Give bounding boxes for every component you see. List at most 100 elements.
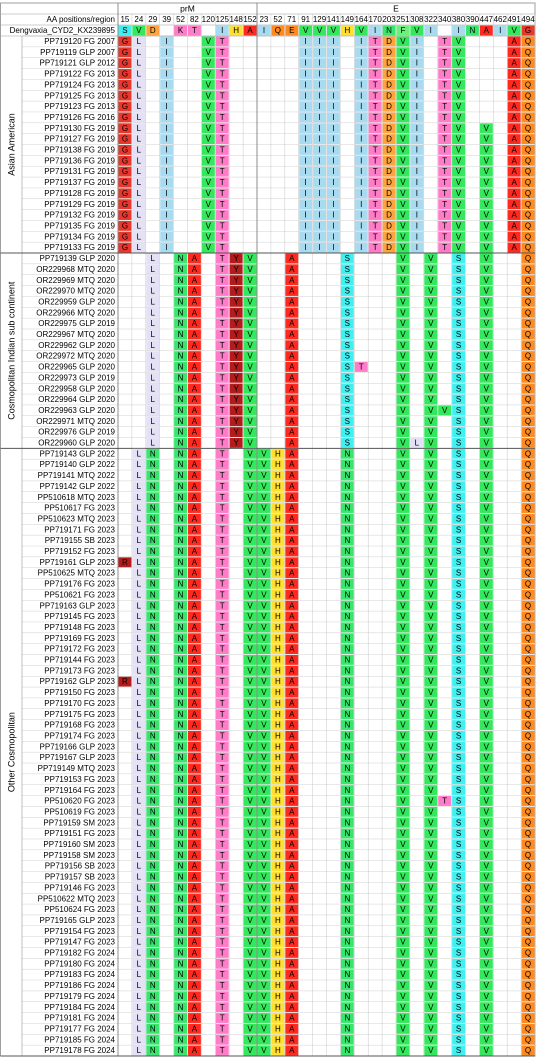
residue-cell [410, 101, 424, 112]
residue-cell [340, 785, 354, 796]
residue: G [122, 70, 128, 79]
positions-label: AA positions/region [47, 15, 116, 24]
residue: D [386, 135, 392, 144]
residue: T [220, 764, 225, 773]
residue: I [166, 167, 168, 176]
residue-cell [340, 579, 354, 589]
residue-cell [201, 242, 215, 253]
residue-cell [521, 730, 535, 741]
residue-cell [340, 611, 354, 622]
residue-cell [354, 199, 368, 210]
residue: A [289, 753, 295, 762]
residue: V [400, 449, 406, 458]
residue: H [275, 862, 281, 871]
residue: V [261, 927, 267, 936]
residue-cell [313, 90, 326, 101]
residue: N [150, 558, 156, 567]
residue: T [220, 504, 225, 513]
residue: L [137, 547, 142, 556]
residue: S [456, 493, 461, 502]
residue-cell [424, 937, 438, 947]
residue: A [289, 797, 295, 806]
residue: N [150, 645, 156, 654]
residue-cell [215, 1045, 229, 1056]
residue: N [344, 536, 350, 545]
residue: V [400, 352, 406, 361]
residue: V [484, 959, 490, 968]
residue-cell [118, 166, 132, 177]
residue: Q [525, 341, 531, 350]
residue-cell [257, 546, 271, 557]
residue: V [261, 905, 267, 914]
residue: V [484, 612, 490, 621]
residue-cell [396, 275, 410, 286]
residue-cell [368, 36, 382, 47]
residue: A [484, 26, 490, 35]
residue: N [178, 656, 184, 665]
residue: S [345, 406, 350, 415]
residue-cell [285, 926, 299, 937]
sample-id: OR229962 GLP 2020 [38, 341, 115, 350]
residue-cell [396, 600, 410, 611]
residue-cell [243, 763, 257, 774]
residue-cell [424, 492, 438, 503]
residue: I [305, 48, 307, 57]
residue-cell [285, 720, 299, 730]
residue: Q [525, 514, 531, 523]
residue-cell [424, 839, 438, 850]
residue: L [151, 406, 156, 415]
residue: V [428, 1003, 434, 1012]
residue-cell [215, 199, 229, 210]
residue-cell [174, 264, 187, 275]
residue: A [192, 406, 198, 415]
residue: I [360, 222, 362, 231]
residue: T [373, 167, 378, 176]
residue: T [442, 70, 447, 79]
residue-cell [313, 231, 326, 242]
residue-cell [285, 329, 299, 340]
residue-cell [452, 101, 465, 112]
residue: V [428, 352, 434, 361]
residue-cell [368, 166, 382, 177]
residue-cell [188, 25, 201, 36]
residue: V [261, 873, 267, 882]
residue-cell [452, 698, 465, 709]
residue: A [289, 742, 295, 751]
residue: T [442, 211, 447, 220]
residue-cell [396, 47, 410, 58]
residue: S [456, 656, 461, 665]
residue-cell [229, 383, 243, 394]
residue: V [261, 623, 267, 632]
residue-cell [132, 937, 146, 947]
residue-cell [424, 1034, 438, 1045]
residue-cell [215, 589, 229, 600]
residue: Q [525, 471, 531, 480]
residue-cell [215, 286, 229, 296]
residue-cell [396, 231, 410, 242]
residue: V [428, 873, 434, 882]
residue-cell [243, 253, 257, 264]
residue: V [400, 178, 406, 187]
residue-cell [479, 589, 493, 600]
residue: V [400, 699, 406, 708]
residue-cell [521, 503, 535, 513]
residue-cell [201, 123, 215, 134]
residue-cell [188, 557, 201, 568]
residue-cell [521, 112, 535, 123]
residue-cell [424, 383, 438, 394]
residue: Q [525, 395, 531, 404]
sample-id: PP719127 FG 2019 [44, 135, 115, 144]
residue-cell [285, 589, 299, 600]
residue-cell [479, 915, 493, 926]
residue: V [247, 753, 253, 762]
residue-cell [132, 644, 146, 655]
residue: D [386, 156, 392, 165]
residue-cell [118, 123, 132, 134]
residue: V [456, 156, 462, 165]
residue: N [178, 1014, 184, 1023]
residue: A [289, 525, 295, 534]
residue-cell [188, 839, 201, 850]
residue: H [275, 525, 281, 534]
sample-id: PP719144 FG 2023 [44, 656, 115, 665]
